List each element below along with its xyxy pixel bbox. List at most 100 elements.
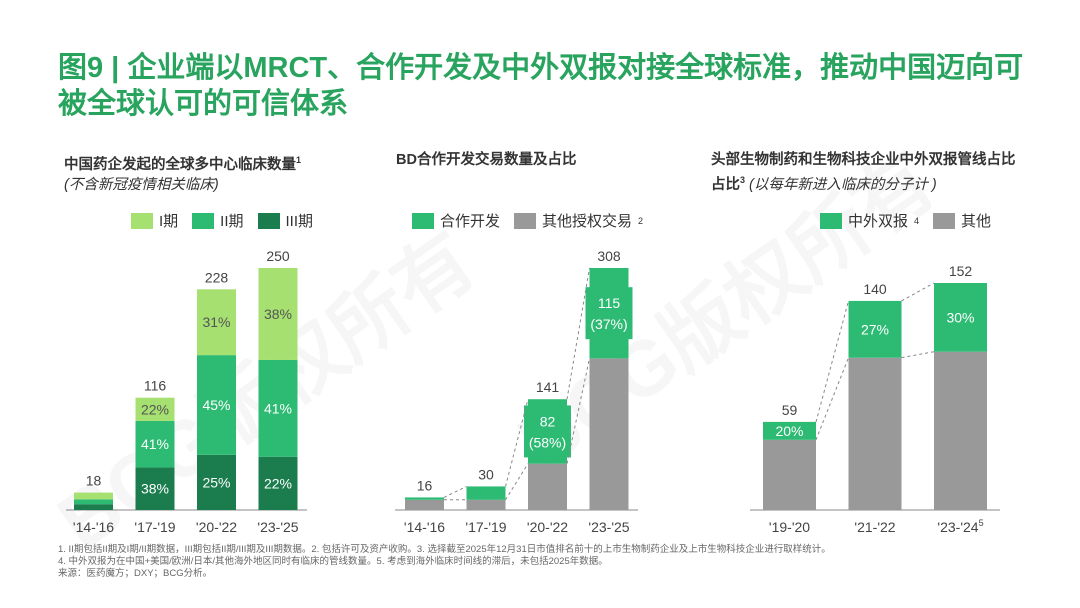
bar-segment [466,499,506,510]
legend-item: 其他 [933,210,991,231]
legend-label: 其他 [961,213,992,230]
x-tick-label: '19-'20 [769,519,810,535]
footnotes: 1. II期包括II期及I期/II期数据，III期包括II期/III期及III期… [58,544,831,580]
legend-item: III期 [257,210,314,231]
bar-segment [258,359,298,457]
bar-segment [135,420,175,468]
bar-segment [135,467,175,510]
legend-label: III期 [285,213,314,230]
bar-segment [74,499,113,505]
legend-swatch [192,212,215,229]
footnote-ref: 2 [638,215,644,226]
legend-item: 合作开发 [412,210,500,231]
bar-segment [466,486,506,500]
total-label: 59 [782,402,798,418]
chart2-legend: 合作开发 其他授权交易 2 [412,210,643,231]
bar-segment [135,397,175,421]
x-tick-label: '14-'16 [73,519,114,535]
data-label: (58%) [529,434,566,450]
bar-segment [763,439,816,510]
x-tick-label: '17-'19 [465,519,506,535]
legend-item: I期 [131,210,178,231]
connector-line [443,485,467,498]
total-label: 250 [266,248,290,264]
footnote-line: 来源：医药魔方；DXY；BCG分析。 [58,568,213,579]
legend-label: 中外双报 [848,213,909,230]
connector-line [901,282,935,302]
data-label: 20% [775,423,803,439]
page-title: 图9 | 企业端以MRCT、合作开发及中外双报对接全球标准，推动中国迈向可被全球… [58,52,1024,120]
total-label: 152 [949,263,973,279]
chart3-title-cont: 占比 [711,176,740,193]
bar-segment [258,456,298,510]
label-box [585,287,633,340]
bar-segment [934,351,987,510]
chart1-subtitle: (不含新冠疫情相关临床) [64,176,219,193]
footnote-line: 4. 中外双报为在中国+美国/欧洲/日本/其他海外地区同时有临床的管线数量。5.… [58,556,608,567]
bar-segment [763,421,816,440]
total-label: 30 [478,466,494,482]
legend-item: 其他授权交易 2 [514,210,643,231]
legend-swatch [412,212,434,229]
chart2-title: BD合作开发交易数量及占比 [396,150,576,170]
data-label: 22% [264,475,292,491]
legend-label: I期 [159,213,179,230]
label-box [524,405,571,458]
x-tick-label: '14-'16 [404,519,445,535]
data-label: 25% [202,474,230,490]
footnote-ref: 5 [979,518,984,528]
chart1-title: 中国药企发起的全球多中心临床数量1 (不含新冠疫情相关临床) [64,150,301,195]
chart1-legend: I期 II期 III期 [131,210,313,231]
total-label: 16 [417,477,433,493]
connector-line [901,351,935,359]
bar-segment [405,497,444,500]
bar-segment [74,492,113,500]
connector-line [505,463,529,501]
legend-swatch [257,212,280,229]
x-tick-label: '21-'22 [854,519,895,535]
bar-segment [258,268,298,360]
data-label: 41% [264,400,292,416]
chart1-title-text: 中国药企发起的全球多中心临床数量 [64,156,296,173]
total-label: 116 [144,378,167,394]
chart2-title-text: BD合作开发交易数量及占比 [396,152,577,168]
x-tick-label: '23-'25 [588,519,629,535]
total-label: 141 [536,379,560,395]
data-label: 27% [861,321,889,337]
bar-segment [848,357,902,510]
footnote-ref: 3 [740,175,746,185]
data-label: 45% [202,397,230,413]
footnote-line: 1. II期包括II期及I期/II期数据，III期包括II期/III期及III期… [58,544,831,555]
data-label: 31% [202,314,230,330]
data-label: 41% [141,436,169,452]
bar-segment [589,358,629,510]
data-label: (37%) [590,316,627,332]
total-label: 18 [86,473,102,489]
legend-swatch [933,212,956,229]
x-tick-label: '20-'22 [527,519,568,535]
legend-swatch [820,212,842,229]
chart3-title-text: 头部生物制药和生物科技企业中外双报管线占比 [711,152,1016,168]
data-label: 115 [598,295,621,311]
connector-line [815,300,849,423]
footnote-ref: 4 [914,215,920,226]
x-tick-label: '20-'22 [196,519,237,535]
chart3-subtitle: (以每年新进入临床的分子计 ) [749,176,937,193]
total-label: 308 [597,248,621,264]
legend-label: II期 [220,213,244,230]
bar-segment [197,289,236,356]
chart3-title: 头部生物制药和生物科技企业中外双报管线占比 占比3 (以每年新进入临床的分子计 … [711,150,1016,195]
x-tick-label: '17-'19 [134,519,175,535]
chart3-legend: 中外双报 4 其他 [820,210,991,231]
data-label: 38% [141,481,169,497]
bar-segment [528,463,567,510]
bar-segment [197,454,236,510]
data-label: 30% [946,309,974,325]
legend-swatch [514,212,537,229]
legend-swatch [131,212,153,229]
legend-item: II期 [192,210,244,231]
data-label: 38% [264,306,292,322]
x-tick-label: '23-'245 [937,518,983,535]
connector-line [815,357,849,440]
total-label: 140 [863,281,887,297]
